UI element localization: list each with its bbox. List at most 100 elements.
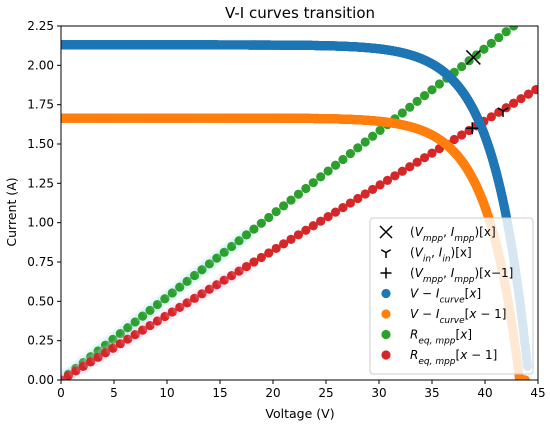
legend-swatch <box>381 309 391 319</box>
data-point <box>189 270 200 281</box>
x-tick-label: 0 <box>57 386 65 400</box>
marker-tri <box>497 107 509 117</box>
x-tick-label: 5 <box>110 386 118 400</box>
legend-marker-x <box>379 225 393 239</box>
data-point <box>520 375 530 380</box>
legend-label: (Vmpp, Impp)[x] <box>410 225 496 244</box>
data-point <box>264 212 274 223</box>
data-point <box>368 184 378 195</box>
data-point <box>486 38 496 48</box>
data-point <box>397 108 407 118</box>
data-point <box>123 323 133 333</box>
data-point <box>227 271 237 281</box>
legend-label: Req, mpp[x] <box>410 328 472 347</box>
data-point <box>130 330 140 340</box>
x-tick-label: 40 <box>477 386 492 400</box>
data-point <box>241 261 252 272</box>
y-tick-label: 0.75 <box>27 255 54 269</box>
x-tick-label: 25 <box>318 386 333 400</box>
data-point <box>108 334 118 344</box>
data-point <box>264 248 274 258</box>
data-point <box>308 178 318 188</box>
data-point <box>434 79 445 89</box>
data-point <box>353 193 363 204</box>
data-point <box>167 307 177 317</box>
data-point <box>271 243 281 254</box>
data-point <box>175 282 185 292</box>
legend-box <box>369 217 534 375</box>
data-point <box>204 259 214 269</box>
data-point <box>375 180 385 190</box>
data-point <box>286 234 296 244</box>
data-point <box>100 340 111 350</box>
data-point <box>531 85 538 95</box>
data-point <box>427 85 437 95</box>
x-tick-label: 20 <box>265 386 280 400</box>
data-point <box>316 216 326 226</box>
data-point <box>138 325 148 335</box>
data-point <box>397 166 407 176</box>
data-point <box>123 334 133 344</box>
legend-swatch <box>381 288 391 299</box>
data-point <box>330 207 341 217</box>
y-axis-label: Current (A) <box>4 177 19 246</box>
series-req-mpp-x-1 <box>61 85 538 380</box>
x-tick-label: 35 <box>424 386 439 400</box>
y-tick-label: 1.00 <box>27 216 54 230</box>
data-point <box>345 149 355 159</box>
data-point <box>419 153 430 163</box>
data-point <box>108 343 118 353</box>
data-point <box>71 366 81 376</box>
y-tick-label: 1.50 <box>27 137 54 151</box>
legend-label: V − Icurve[x − 1] <box>410 307 506 326</box>
data-point <box>204 284 214 294</box>
axis-ticks: 0 5 10 15 20 25 30 35 40 45 0.00 0.25 0.50 0.75 1.00 1.… <box>27 19 545 400</box>
data-point <box>323 166 333 176</box>
data-point <box>509 98 519 108</box>
data-point <box>457 130 467 140</box>
legend-entry: V − Icurve[x − 1] <box>381 307 506 326</box>
data-point <box>160 311 170 322</box>
data-point <box>256 252 266 263</box>
legend-marker-plus <box>380 267 392 279</box>
x-tick-label: 45 <box>530 386 545 400</box>
data-point <box>293 189 304 199</box>
data-point <box>138 311 148 321</box>
data-point <box>100 348 111 358</box>
plot-border <box>60 25 539 381</box>
data-point <box>308 221 318 231</box>
data-point <box>93 346 103 356</box>
data-point <box>449 134 459 145</box>
data-point <box>182 276 192 286</box>
data-point <box>301 225 311 235</box>
y-tick-label: 0.00 <box>27 373 54 387</box>
data-point <box>293 230 304 240</box>
data-point <box>316 172 326 182</box>
legend-label: Req, mpp[x − 1] <box>410 348 497 367</box>
data-point <box>63 370 74 380</box>
data-point <box>234 236 244 246</box>
data-point <box>189 293 200 303</box>
operating-point-markers <box>465 49 509 135</box>
legend-label: (Vin, Iin)[x] <box>410 246 472 265</box>
data-point <box>115 339 125 349</box>
data-point <box>249 224 259 234</box>
data-point <box>182 298 192 308</box>
legend-label: V − Icurve[x] <box>410 287 481 306</box>
legend-label: (Vmpp, Impp)[x−1] <box>410 266 513 285</box>
y-tick-label: 2.00 <box>27 58 54 72</box>
data-point <box>249 257 259 267</box>
data-point <box>241 230 252 240</box>
data-point <box>390 171 400 181</box>
data-point <box>212 253 222 263</box>
data-point <box>457 61 467 72</box>
data-point <box>368 131 378 141</box>
legend-entry: (Vmpp, Impp)[x] <box>379 225 496 244</box>
data-point <box>152 299 163 310</box>
legend-entry: Req, mpp[x − 1] <box>381 348 497 367</box>
x-tick-label: 30 <box>371 386 386 400</box>
data-point <box>175 302 185 313</box>
data-point <box>115 328 125 339</box>
data-point <box>486 112 496 122</box>
